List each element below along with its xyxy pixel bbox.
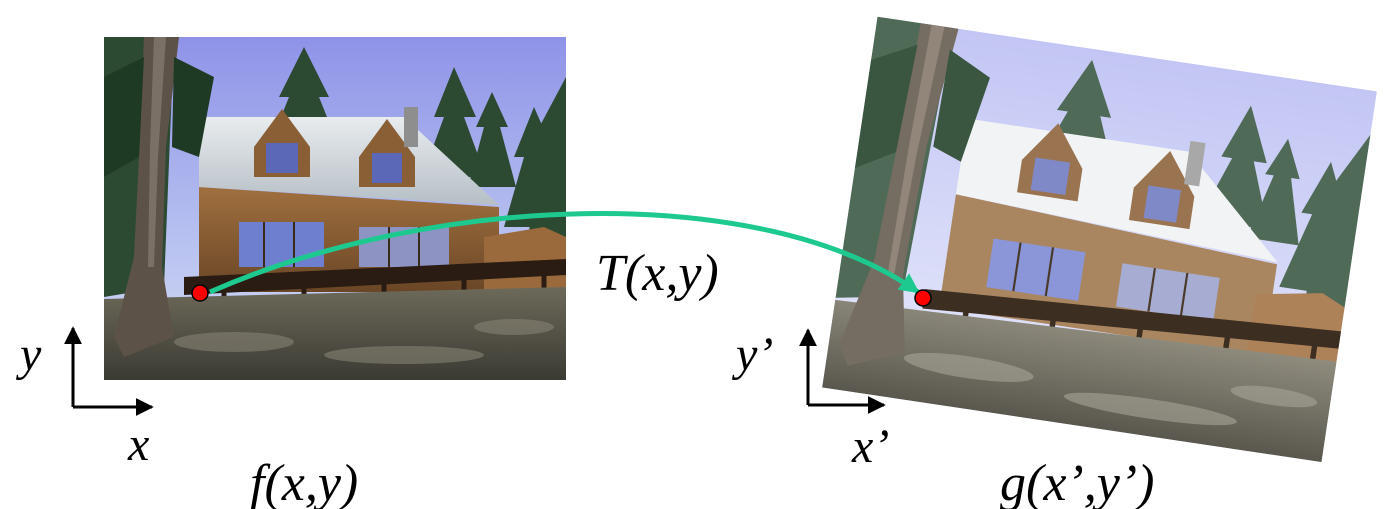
warped-image [822,17,1377,462]
target-point [914,289,932,307]
source-function-label: f(x,y) [250,455,358,509]
warped-axes: y’ x’ [731,328,889,473]
source-axes: y x [15,326,154,471]
warped-axis-x-label: x’ [851,420,889,473]
source-axis-x-label: x [127,418,149,471]
source-image [104,37,566,380]
warped-function-label: g(x’,y’) [1000,455,1154,509]
transform-label: T(x,y) [596,245,719,302]
source-axis-y-label: y [15,328,42,381]
transform-arrow [208,211,920,295]
source-point [191,284,209,302]
warped-axis-y-label: y’ [731,328,773,381]
